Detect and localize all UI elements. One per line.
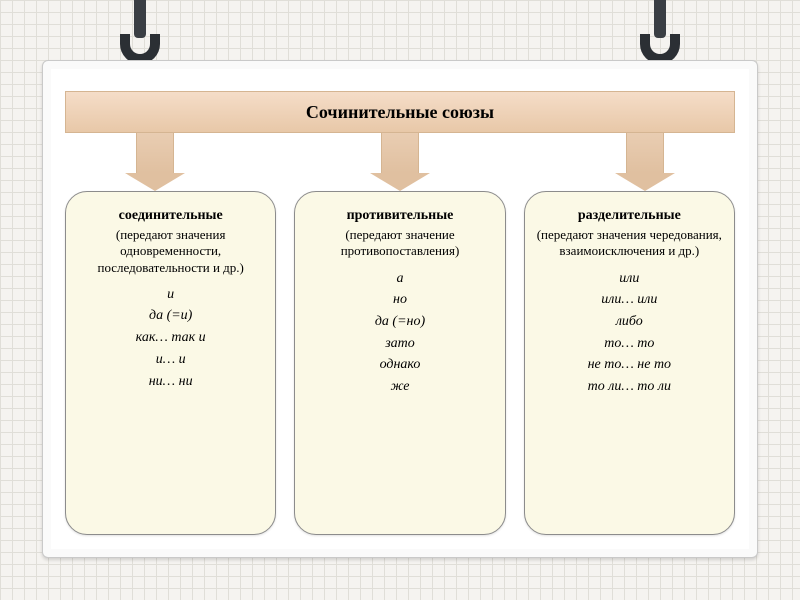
card-title: соединительные <box>119 208 223 224</box>
arrow-stem <box>626 133 664 173</box>
list-item: но <box>393 289 407 311</box>
list-item: а <box>396 268 403 290</box>
list-item: либо <box>616 311 643 333</box>
arrow-to-card-3 <box>615 133 675 191</box>
list-item: как… так и <box>136 327 206 349</box>
list-item: то… то <box>604 333 654 355</box>
ring-strap <box>654 0 666 38</box>
ring-strap <box>134 0 146 38</box>
list-item: да (=и) <box>149 305 192 327</box>
binder-ring-right <box>640 0 680 64</box>
card-title: противительные <box>347 208 454 224</box>
card-connective: соединительные (передают значения одновр… <box>65 191 276 535</box>
list-item: ни… ни <box>149 371 193 393</box>
card-subtitle: (передают значение противопоставления) <box>305 227 494 260</box>
card-row: соединительные (передают значения одновр… <box>65 191 735 535</box>
arrow-head-icon <box>125 173 185 191</box>
arrow-stem <box>381 133 419 173</box>
board-frame: Сочинительные союзы соединительные (пере… <box>42 60 758 558</box>
list-item: то ли… то ли <box>588 376 671 398</box>
diagram-banner: Сочинительные союзы <box>65 91 735 133</box>
arrow-head-icon <box>615 173 675 191</box>
list-item: и <box>167 284 174 306</box>
arrow-to-card-2 <box>370 133 430 191</box>
card-title: разделительные <box>578 208 681 224</box>
list-item: не то… не то <box>588 354 672 376</box>
binder-ring-left <box>120 0 160 64</box>
diagram-stage: Сочинительные союзы соединительные (пере… <box>65 91 735 535</box>
list-item: однако <box>380 354 421 376</box>
arrow-to-card-1 <box>125 133 185 191</box>
arrow-head-icon <box>370 173 430 191</box>
list-item: да (=но) <box>375 311 425 333</box>
card-disjunctive: разделительные (передают значения чередо… <box>524 191 735 535</box>
list-item: зато <box>385 333 415 355</box>
arrow-stem <box>136 133 174 173</box>
card-subtitle: (передают значения чередования, взаимоис… <box>535 227 724 260</box>
list-item: и… и <box>156 349 186 371</box>
list-item: же <box>390 376 409 398</box>
card-subtitle: (передают значения одновременности, посл… <box>76 227 265 276</box>
list-item: или <box>619 268 639 290</box>
banner-title: Сочинительные союзы <box>306 102 494 123</box>
card-adversative: противительные (передают значение против… <box>294 191 505 535</box>
list-item: или… или <box>601 289 657 311</box>
